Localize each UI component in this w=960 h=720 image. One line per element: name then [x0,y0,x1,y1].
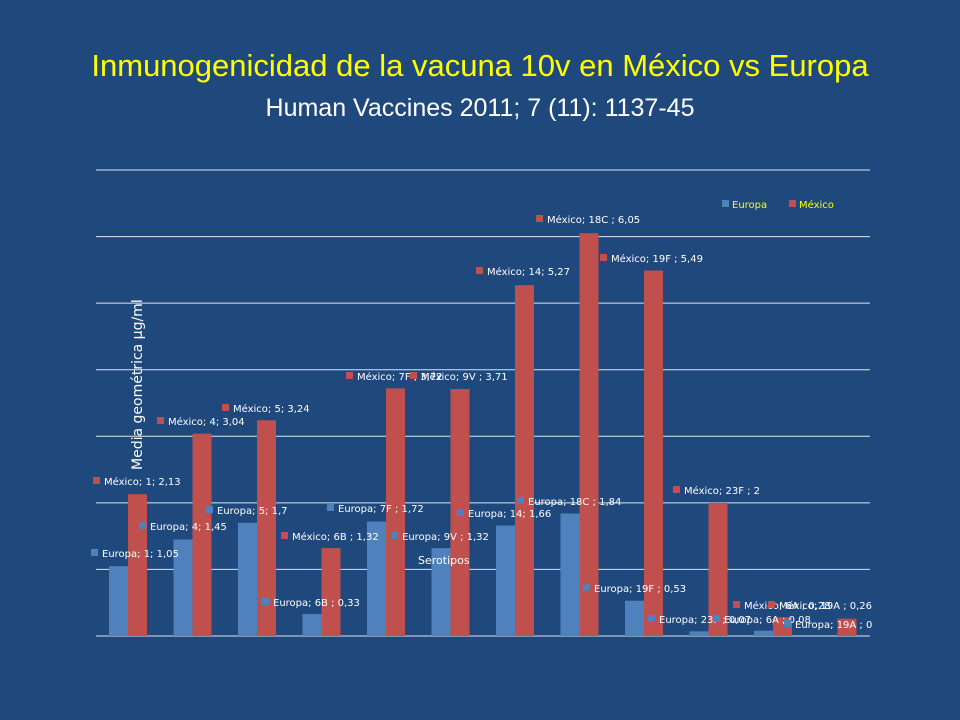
data-label: México; 19F ; 5,49 [611,253,703,265]
data-label: México; 1; 2,13 [104,476,181,488]
data-label: México; 7F ; 3,72 [357,371,443,383]
data-label: Europa; 18C ; 1,84 [528,497,621,508]
gridlines [96,169,870,637]
label-key-0-2 [206,506,213,513]
label-key-1-1 [157,417,164,424]
legend-entry: Europa [732,200,767,211]
bar-europa-9v [431,548,451,636]
label-key-0-4 [327,504,334,511]
label-key-0-5 [391,532,398,539]
label-key-1-7 [536,215,543,222]
legend-entry: México [799,199,834,211]
label-key-1-9 [673,486,680,493]
data-label: México; 4; 3,04 [168,416,245,428]
bar-europa-6a [754,630,773,636]
data-label: Europa; 4; 1,45 [150,522,227,533]
legend: Europa México [722,199,834,211]
bar-mxico-14 [515,285,534,636]
bar-europa-18c [560,513,580,636]
label-key-0-8 [583,584,590,591]
bar-europa-14 [496,525,515,636]
data-label: Europa; 6B ; 0,33 [273,598,360,609]
legend-swatch-0 [722,200,729,207]
label-key-1-3 [281,532,288,539]
data-label: Europa; 1; 1,05 [102,549,179,560]
data-label: Europa; 9V ; 1,32 [402,532,489,543]
y-axis-title: Media geométrica µg/ml [130,299,146,470]
bar-mxico-23f [708,502,728,636]
bar-europa-4 [173,539,193,636]
label-key-0-6 [457,509,464,516]
bar-mxico-6b [321,548,341,636]
bar-europa-5 [238,522,257,636]
data-label: Europa; 7F ; 1,72 [338,504,424,515]
bars [109,233,857,636]
bar-europa-23f [689,631,709,636]
data-labels: Europa; 1; 1,05 Europa; 4; 1,45 Europa; 5;… [91,214,872,631]
data-label: Europa; 5; 1,7 [217,506,288,517]
label-key-0-3 [262,598,269,605]
data-label: Europa; 23F ; 0,07 [659,615,751,626]
data-label: México; 9V ; 3,71 [421,371,508,383]
label-key-0-7 [517,497,524,504]
label-key-1-5 [410,372,417,379]
data-label: México; 6A ; 0,28 [744,600,831,612]
data-label: México; 19A ; 0,26 [779,600,872,612]
x-axis-title: Serotipos [418,554,470,567]
data-label: Europa; 14; 1,66 [468,509,551,520]
label-key-0-10 [713,615,720,622]
label-key-1-8 [600,254,607,261]
bar-mxico-7f [386,388,405,636]
bar-mxico-19f [644,270,663,636]
data-label: México; 14; 5,27 [487,266,570,278]
data-label: Europa; 6A ; 0,08 [724,615,811,626]
bar-europa-1 [109,566,128,636]
bar-mxico-4 [192,433,212,636]
data-label: México; 5; 3,24 [233,403,310,415]
legend-swatch-1 [789,200,796,207]
label-key-1-2 [222,404,229,411]
bar-europa-6b [302,614,322,636]
slide-title: Inmunogenicidad de la vacuna 10v en Méxi… [91,48,869,83]
data-label: México; 18C ; 6,05 [547,214,640,226]
label-key-0-1 [139,522,146,529]
data-label: México; 6B ; 1,32 [292,531,379,543]
bar-mxico-5 [257,420,276,636]
label-key-0-0 [91,549,98,556]
data-label: México; 23F ; 2 [684,485,760,497]
slide-subtitle: Human Vaccines 2011; 7 (11): 1137-45 [265,94,695,122]
bar-mxico-18c [579,233,599,636]
label-key-0-9 [648,615,655,622]
bar-mxico-19a [837,618,857,636]
label-key-1-10 [733,601,740,608]
bar-europa-19f [625,600,644,636]
label-key-1-11 [768,601,775,608]
bar-europa-7f [367,521,386,636]
label-key-1-6 [476,267,483,274]
data-label: Europa; 19A ; 0 [795,620,872,631]
bar-mxico-1 [128,494,147,636]
label-key-1-4 [346,372,353,379]
label-key-0-11 [784,620,791,627]
label-key-1-0 [93,477,100,484]
data-label: Europa; 19F ; 0,53 [594,584,686,595]
